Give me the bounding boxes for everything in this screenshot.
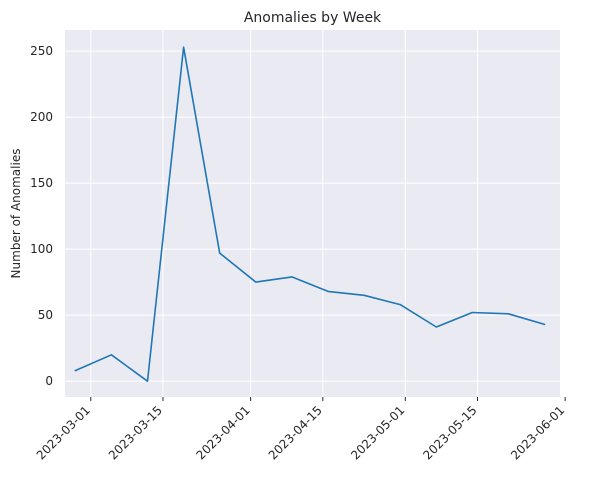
series-line [74,46,546,383]
y-tick-label: 250 [30,44,53,58]
x-tick-label: 2023-04-15 [266,403,325,462]
x-axis-ticks: 2023-03-01 2023-03-15 2023-04-01 2023-04-15… [34,397,567,462]
y-axis-label: Number of Anomalies [9,149,23,279]
x-tick-label: 2023-05-15 [420,403,479,462]
y-tick-label: 200 [30,110,53,124]
series-layer [74,46,546,383]
gridlines [65,30,566,397]
y-tick-label: 50 [38,308,53,322]
y-tick-label: 100 [30,242,53,256]
x-tick-label: 2023-06-01 [508,403,567,462]
x-tick-label: 2023-05-01 [348,403,407,462]
plot-area [65,30,560,397]
x-tick-label: 2023-03-15 [106,403,165,462]
y-tick-label: 0 [45,374,53,388]
chart-title: Anomalies by Week [244,10,382,26]
x-tick-label: 2023-03-01 [34,403,93,462]
y-tick-label: 150 [30,176,53,190]
x-tick-label: 2023-04-01 [194,403,253,462]
y-axis-ticks: 0 50 100 150 200 250 [30,44,53,388]
